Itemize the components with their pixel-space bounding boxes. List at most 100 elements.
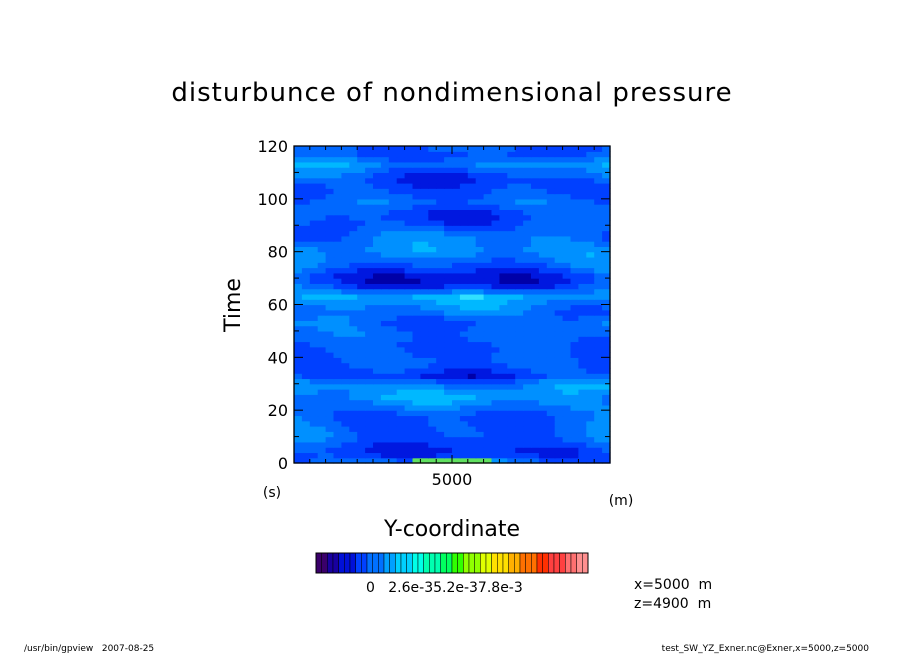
heatmap-cell: [570, 267, 579, 274]
colorbar-swatch: [542, 552, 549, 574]
heatmap-cell: [475, 404, 485, 411]
heatmap-cell: [333, 278, 342, 284]
heatmap-cell: [380, 219, 390, 226]
heatmap-cell: [301, 225, 311, 232]
heatmap-cell: [404, 420, 414, 427]
heatmap-cell: [420, 219, 429, 226]
heatmap-cell: [475, 198, 485, 205]
heatmap-cell: [420, 161, 429, 168]
heatmap-cell: [428, 426, 437, 432]
heatmap-cell: [538, 177, 548, 184]
heatmap-cell: [594, 367, 603, 374]
heatmap-cell: [578, 146, 587, 152]
heatmap-cell: [309, 341, 319, 348]
heatmap-cell: [396, 325, 406, 332]
heatmap-cell: [428, 278, 437, 284]
heatmap-cell: [507, 383, 516, 390]
heatmap-cell: [459, 431, 469, 438]
heatmap-cell: [475, 325, 485, 332]
heatmap-cell: [412, 404, 421, 411]
heatmap-cell: [467, 167, 477, 174]
heatmap-cell: [452, 378, 461, 385]
heatmap-cell: [491, 209, 500, 216]
heatmap-cell: [491, 146, 500, 152]
heatmap-cell: [317, 288, 327, 295]
heatmap-cell: [294, 404, 303, 411]
heatmap-cell: [570, 246, 579, 253]
heatmap-cell: [546, 304, 556, 311]
heatmap-cell: [578, 457, 587, 464]
heatmap-cell: [341, 256, 350, 263]
heatmap-cell: [309, 146, 319, 152]
heatmap-cell: [570, 241, 579, 247]
heatmap-cell: [531, 309, 540, 316]
heatmap-cell: [349, 346, 358, 353]
heatmap-cell: [531, 441, 540, 448]
heatmap-cell: [475, 230, 485, 237]
heatmap-cell: [459, 367, 469, 374]
heatmap-cell: [357, 204, 366, 210]
heatmap-cell: [412, 330, 421, 337]
heatmap-cell: [602, 309, 611, 316]
heatmap-cell: [388, 441, 398, 448]
heatmap-cell: [404, 426, 414, 432]
heatmap-cell: [570, 167, 579, 174]
heatmap-cell: [373, 309, 382, 316]
heatmap-cell: [483, 188, 493, 195]
heatmap-cell: [562, 357, 572, 364]
heatmap-cell: [499, 182, 508, 189]
heatmap-cell: [459, 246, 469, 253]
heatmap-cell: [546, 256, 556, 263]
heatmap-cell: [594, 235, 603, 242]
heatmap-cell: [294, 441, 303, 448]
heatmap-cell: [475, 315, 485, 321]
heatmap-cell: [294, 156, 303, 163]
heatmap-cell: [412, 410, 421, 417]
heatmap-cell: [491, 404, 500, 411]
heatmap-cell: [452, 367, 461, 374]
heatmap-cell: [578, 399, 587, 406]
heatmap-cell: [491, 272, 500, 279]
heatmap-cell: [586, 336, 595, 343]
heatmap-cell: [412, 415, 421, 422]
heatmap-cell: [594, 447, 603, 454]
heatmap-cell: [586, 230, 595, 237]
heatmap-cell: [594, 330, 603, 337]
heatmap-cell: [570, 209, 579, 216]
heatmap-cell: [357, 336, 366, 343]
heatmap-cell: [301, 151, 311, 158]
heatmap-cell: [373, 373, 382, 380]
heatmap-cell: [491, 309, 500, 316]
heatmap-cell: [467, 336, 477, 343]
heatmap-cell: [349, 267, 358, 274]
heatmap-cell: [412, 209, 421, 216]
heatmap-cell: [396, 404, 406, 411]
heatmap-cell: [483, 235, 493, 242]
heatmap-cell: [538, 441, 548, 448]
heatmap-cell: [515, 241, 524, 247]
heatmap-cell: [317, 167, 327, 174]
heatmap-cell: [523, 262, 532, 269]
heatmap-cell: [325, 336, 335, 343]
heatmap-cell: [546, 235, 556, 242]
heatmap-cell: [420, 204, 429, 210]
heatmap-cell: [341, 267, 350, 274]
heatmap-cell: [475, 452, 485, 459]
heatmap-cell: [562, 336, 572, 343]
heatmap-cell: [515, 330, 524, 337]
heatmap-cell: [515, 431, 524, 438]
heatmap-cell: [546, 272, 556, 279]
heatmap-cell: [586, 404, 595, 411]
heatmap-cell: [301, 357, 311, 364]
heatmap-cell: [459, 241, 469, 247]
heatmap-cell: [357, 357, 366, 364]
heatmap-cell: [365, 304, 374, 311]
heatmap-cell: [562, 146, 572, 152]
heatmap-cell: [404, 330, 414, 337]
heatmap-cell: [396, 299, 406, 306]
heatmap-cell: [475, 309, 485, 316]
heatmap-cell: [594, 383, 603, 390]
colorbar-swatch: [412, 552, 419, 574]
heatmap-cell: [333, 394, 342, 401]
heatmap-cell: [388, 404, 398, 411]
